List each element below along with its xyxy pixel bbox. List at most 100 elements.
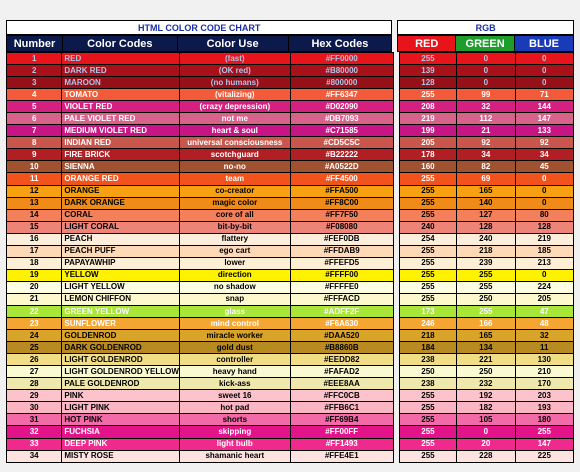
row-color-code: LEMON CHIFFON (61, 292, 180, 306)
row-red-value: 128 (398, 76, 458, 90)
row-number: 31 (5, 413, 63, 427)
row-red-value: 255 (398, 437, 458, 451)
row-blue-value: 180 (514, 413, 575, 427)
row-blue-value: 0 (514, 64, 575, 78)
row-blue-value: 128 (514, 220, 575, 234)
table-row: 5 VIOLET RED (crazy depression) #D02090 208 3… (5, 100, 575, 114)
table-row: 8 INDIAN RED universal consciousness #CD5C5… (5, 136, 575, 150)
row-color-use: lower (178, 256, 291, 270)
row-hex-code: #ADFF2F (289, 304, 394, 319)
row-color-use: skipping (178, 425, 291, 439)
row-number: 25 (5, 341, 63, 355)
row-blue-value: 255 (514, 425, 575, 439)
table-body: 1 RED (fast) #FF0000 255 0 0 2 DARK RED (OK red) #… (5, 51, 575, 463)
row-hex-code: #FF00FF (289, 425, 394, 439)
table-row: 24 GOLDENROD miracle worker #DAA520 218 165 32 (5, 329, 575, 343)
row-number: 26 (5, 353, 63, 367)
gap (393, 257, 400, 270)
row-number: 9 (5, 148, 63, 162)
row-green-value: 34 (456, 148, 516, 162)
row-hex-code: #D02090 (289, 100, 394, 114)
row-number: 5 (5, 100, 63, 114)
row-green-value: 82 (456, 160, 516, 174)
gap (393, 160, 400, 173)
row-green-value: 112 (456, 112, 516, 126)
gap (393, 197, 400, 210)
row-green-value: 250 (456, 365, 516, 379)
col-number: Number (6, 35, 63, 52)
gap (393, 112, 400, 125)
row-color-code: LIGHT YELLOW (61, 280, 180, 294)
row-color-use: direction (178, 268, 291, 282)
row-green-value: 92 (456, 136, 516, 150)
row-number: 3 (5, 76, 63, 90)
row-green-value: 32 (456, 100, 516, 114)
row-red-value: 246 (398, 317, 458, 331)
gap (393, 172, 400, 186)
gap (393, 221, 400, 234)
row-number: 11 (5, 172, 63, 186)
row-blue-value: 80 (514, 208, 575, 222)
row-blue-value: 92 (514, 136, 575, 150)
row-blue-value: 225 (514, 449, 575, 463)
col-green: GREEN (455, 35, 516, 52)
row-red-value: 219 (398, 112, 458, 126)
row-color-code: PALE VIOLET RED (61, 112, 180, 126)
row-color-use: team (178, 172, 291, 186)
row-color-use: snap (178, 292, 291, 306)
row-number: 33 (5, 437, 63, 451)
row-blue-value: 193 (514, 401, 575, 415)
row-blue-value: 0 (514, 268, 575, 282)
table-row: 10 SIENNA no-no #A0522D 160 82 45 (5, 160, 575, 174)
table-row: 13 DARK ORANGE magic color #FF8C00 255 140 0 (5, 196, 575, 210)
row-green-value: 182 (456, 401, 516, 415)
row-number: 23 (5, 317, 63, 331)
row-color-code: LIGHT GOLDENROD YELLOW (61, 365, 180, 379)
row-color-use: not me (178, 112, 291, 126)
row-color-use: (vitalizing) (178, 88, 291, 102)
row-green-value: 240 (456, 232, 516, 246)
row-blue-value: 205 (514, 292, 575, 306)
row-green-value: 140 (456, 196, 516, 210)
row-green-value: 232 (456, 377, 516, 391)
row-red-value: 255 (398, 208, 458, 222)
row-hex-code: #FF0000 (289, 51, 394, 66)
row-blue-value: 210 (514, 365, 575, 379)
gap (393, 450, 400, 463)
row-color-use: no-no (178, 160, 291, 174)
row-blue-value: 48 (514, 317, 575, 331)
gap (393, 401, 400, 414)
row-color-use: bit-by-bit (178, 220, 291, 234)
row-color-code: SUNFLOWER (61, 317, 180, 331)
row-green-value: 165 (456, 329, 516, 343)
gap (393, 365, 400, 378)
gap (393, 293, 400, 306)
row-red-value: 199 (398, 124, 458, 138)
row-color-use: shorts (178, 413, 291, 427)
row-green-value: 0 (456, 425, 516, 439)
row-red-value: 255 (398, 256, 458, 270)
gap (393, 136, 400, 149)
row-number: 7 (5, 124, 63, 138)
row-green-value: 69 (456, 172, 516, 186)
gap (393, 305, 400, 318)
table-row: 28 PALE GOLDENROD kick-ass #EEE8AA 238 232 170 (5, 377, 575, 391)
row-red-value: 255 (398, 51, 458, 66)
col-red: RED (397, 35, 457, 52)
row-blue-value: 32 (514, 329, 575, 343)
row-green-value: 165 (456, 184, 516, 198)
row-color-use: co-creator (178, 184, 291, 198)
row-number: 20 (5, 280, 63, 294)
row-red-value: 255 (398, 425, 458, 439)
row-color-use: universal consciousness (178, 136, 291, 150)
row-hex-code: #FFFFE0 (289, 280, 394, 294)
row-color-code: LIGHT PINK (61, 401, 180, 415)
row-color-code: ORANGE RED (61, 172, 180, 186)
row-color-code: SIENNA (61, 160, 180, 174)
table-row: 27 LIGHT GOLDENROD YELLOW heavy hand #FAFAD… (5, 365, 575, 379)
row-green-value: 221 (456, 353, 516, 367)
row-blue-value: 47 (514, 304, 575, 319)
table-row: 1 RED (fast) #FF0000 255 0 0 (5, 51, 575, 66)
row-color-code: PEACH (61, 232, 180, 246)
row-blue-value: 45 (514, 160, 575, 174)
